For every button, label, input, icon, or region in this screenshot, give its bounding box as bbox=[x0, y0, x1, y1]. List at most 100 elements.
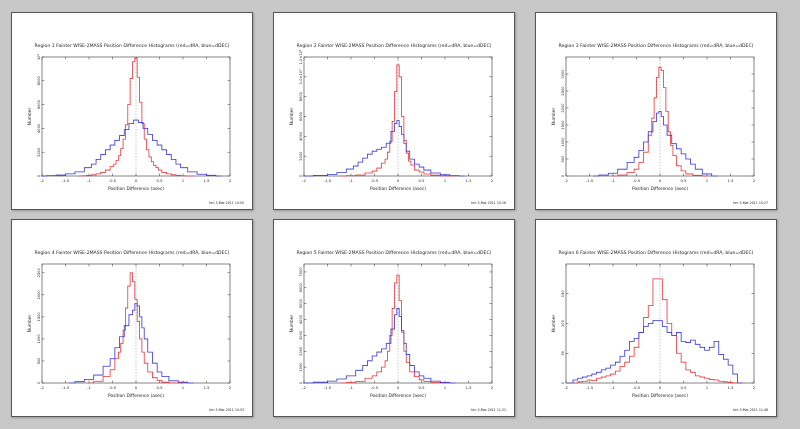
y-tick-label: 0 bbox=[299, 381, 303, 384]
x-tick-label: -0.5 bbox=[371, 385, 379, 390]
x-axis-label: Position Difference (asec) bbox=[108, 393, 164, 399]
x-tick-label: 0.5 bbox=[156, 385, 163, 390]
y-tick-label: 0 bbox=[561, 174, 565, 177]
x-tick-label: -1.5 bbox=[62, 178, 70, 183]
x-tick-label: 0 bbox=[659, 385, 662, 390]
y-tick-label: 6000 bbox=[299, 283, 303, 293]
x-tick-label: 1 bbox=[182, 178, 185, 183]
y-tick-label: 4000 bbox=[299, 131, 303, 141]
dra-histogram-line bbox=[87, 272, 185, 384]
y-tick-label: 2000 bbox=[299, 151, 303, 161]
x-tick-label: -2 bbox=[302, 385, 306, 390]
x-tick-label: -0.5 bbox=[109, 385, 117, 390]
dra-histogram-line bbox=[78, 57, 194, 177]
y-tick-label: 7000 bbox=[299, 267, 303, 277]
histogram-chart: -2 -1.5 -1 -0.5 0 0.5 1 1.5 2 0 2000 4000 6000 8000 1.… bbox=[289, 49, 494, 192]
y-tick-label: 2000 bbox=[37, 147, 41, 157]
x-tick-label: -1 bbox=[349, 385, 353, 390]
x-axis-label: Position Difference (asec) bbox=[632, 393, 688, 399]
x-tick-label: -2 bbox=[302, 178, 306, 183]
y-tick-label: 4000 bbox=[299, 314, 303, 324]
plot-frame bbox=[41, 56, 231, 177]
histogram-panel: Region 1 Fainter WISE-2MASS Position Dif… bbox=[11, 12, 253, 210]
y-tick-label: 1.2×10⁴ bbox=[299, 49, 303, 64]
y-tick-label: 8000 bbox=[37, 76, 41, 86]
x-axis-label: Position Difference (asec) bbox=[632, 186, 688, 192]
histogram-chart: -2 -1.5 -1 -0.5 0 0.5 1 1.5 2 0 50 100 150 Position D… bbox=[551, 263, 756, 399]
x-tick-label: -1 bbox=[611, 385, 615, 390]
histogram-panel: Region 2 Fainter WISE-2MASS Position Dif… bbox=[273, 12, 515, 210]
plot-frame bbox=[565, 56, 755, 177]
y-tick-label: 1000 bbox=[37, 334, 41, 344]
x-tick-label: 1 bbox=[706, 178, 709, 183]
y-tick-label: 50 bbox=[561, 350, 565, 355]
x-tick-label: -1 bbox=[87, 385, 91, 390]
x-tick-label: 2 bbox=[491, 178, 494, 183]
x-tick-label: -1 bbox=[349, 178, 353, 183]
timestamp-footer: tim 3-Mar-2011 10:27 bbox=[733, 201, 768, 205]
y-tick-label: 2000 bbox=[299, 346, 303, 356]
x-tick-label: 1.5 bbox=[203, 178, 210, 183]
y-tick-label: 0 bbox=[37, 381, 41, 384]
y-tick-label: 500 bbox=[37, 357, 41, 365]
x-tick-label: -1.5 bbox=[586, 178, 594, 183]
chart-title: Region 2 Fainter WISE-2MASS Position Dif… bbox=[296, 44, 492, 49]
y-tick-label: 3000 bbox=[299, 330, 303, 340]
x-tick-label: -2 bbox=[564, 178, 568, 183]
x-tick-label: 0.5 bbox=[418, 385, 425, 390]
timestamp-footer: tim 3-Mar-2011 10:53 bbox=[209, 408, 244, 412]
histogram-chart: -2 -1.5 -1 -0.5 0 0.5 1 1.5 2 0 500 1000 1500 2000 250… bbox=[27, 263, 232, 399]
x-tick-label: 0 bbox=[135, 385, 138, 390]
y-tick-label: 2000 bbox=[37, 290, 41, 300]
x-tick-label: 1.5 bbox=[727, 178, 734, 183]
x-tick-label: 2 bbox=[753, 385, 756, 390]
x-tick-label: 1 bbox=[182, 385, 185, 390]
timestamp-footer: tim 3-Mar-2011 11:21 bbox=[471, 408, 506, 412]
x-tick-label: 0 bbox=[397, 178, 400, 183]
ddec-histogram-line bbox=[69, 303, 194, 384]
x-tick-label: 2 bbox=[753, 178, 756, 183]
x-tick-label: -1.5 bbox=[324, 178, 332, 183]
x-tick-label: 1 bbox=[444, 178, 447, 183]
plot-frame bbox=[303, 263, 493, 384]
x-tick-label: -0.5 bbox=[371, 178, 379, 183]
y-tick-label: 10⁴ bbox=[37, 53, 41, 60]
histogram-chart: -2 -1.5 -1 -0.5 0 0.5 1 1.5 2 0 1000 2000 3000 4000 50… bbox=[289, 263, 494, 399]
x-tick-label: 0 bbox=[659, 178, 662, 183]
y-axis-label: Number bbox=[27, 314, 33, 332]
chart-title: Region 1 Fainter WISE-2MASS Position Dif… bbox=[34, 44, 230, 49]
x-tick-label: 1 bbox=[444, 385, 447, 390]
plot-frame bbox=[303, 56, 493, 177]
x-tick-label: 2 bbox=[229, 178, 232, 183]
plot-frame bbox=[565, 263, 755, 384]
x-tick-label: 0.5 bbox=[156, 178, 163, 183]
x-tick-label: 0.5 bbox=[418, 178, 425, 183]
y-tick-label: 100 bbox=[561, 319, 565, 327]
y-tick-label: 2500 bbox=[37, 268, 41, 278]
histogram-panel: Region 5 Fainter WISE-2MASS Position Dif… bbox=[273, 219, 515, 417]
ddec-histogram-line bbox=[40, 119, 222, 177]
x-tick-label: -1 bbox=[611, 178, 615, 183]
x-axis-label: Position Difference (asec) bbox=[370, 186, 426, 192]
histogram-panel: Region 6 Fainter WISE-2MASS Position Dif… bbox=[535, 219, 777, 417]
histogram-panel: Region 4 Fainter WISE-2MASS Position Dif… bbox=[11, 219, 253, 417]
x-tick-label: -0.5 bbox=[109, 178, 117, 183]
y-tick-label: 150 bbox=[561, 290, 565, 298]
x-axis-label: Position Difference (asec) bbox=[370, 393, 426, 399]
x-tick-label: 1.5 bbox=[465, 385, 472, 390]
y-tick-label: 6000 bbox=[299, 111, 303, 121]
y-tick-label: 0 bbox=[299, 174, 303, 177]
dra-histogram-line bbox=[611, 66, 709, 177]
y-tick-label: 0 bbox=[561, 381, 565, 384]
y-axis-label: Number bbox=[27, 107, 33, 125]
chart-title: Region 4 Fainter WISE-2MASS Position Dif… bbox=[34, 251, 230, 256]
timestamp-footer: tim 3-Mar-2011 10:16 bbox=[471, 201, 506, 205]
y-tick-label: 2000 bbox=[561, 103, 565, 113]
x-tick-label: 0 bbox=[397, 385, 400, 390]
y-tick-label: 4000 bbox=[37, 123, 41, 133]
x-tick-label: -1.5 bbox=[324, 385, 332, 390]
y-tick-label: 1000 bbox=[561, 137, 565, 147]
x-tick-label: -0.5 bbox=[633, 178, 641, 183]
x-tick-label: 1.5 bbox=[465, 178, 472, 183]
